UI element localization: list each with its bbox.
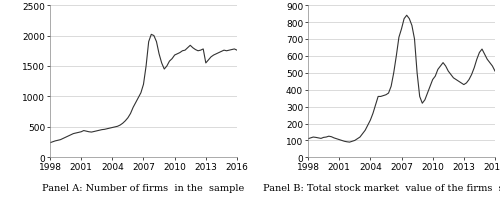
Text: Panel A: Number of firms  in the  sample: Panel A: Number of firms in the sample: [42, 183, 244, 192]
Text: Panel B: Total stock market  value of the firms  sampled: Panel B: Total stock market value of the…: [263, 183, 500, 192]
